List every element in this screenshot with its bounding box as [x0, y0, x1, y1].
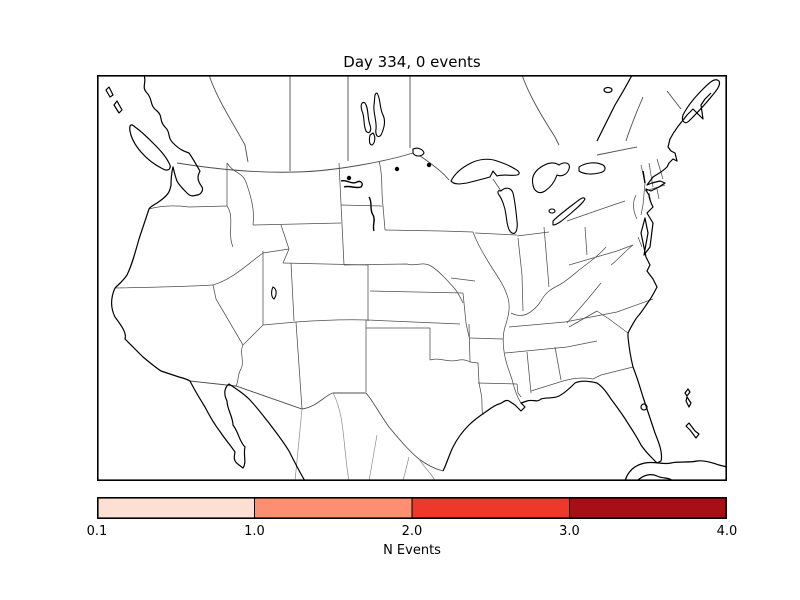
map-background	[97, 75, 727, 481]
coastlines	[105, 75, 727, 481]
colorbar-segment-3	[412, 497, 570, 519]
colorbar-dividers	[254, 497, 570, 519]
colorbar-tick-1: 1.0	[244, 524, 265, 539]
colorbar-border	[97, 497, 728, 519]
colorbar-tick-4: 4.0	[716, 524, 738, 539]
colorbar-tick-2: 2.0	[401, 524, 423, 539]
state-borders	[114, 158, 666, 416]
colorbar-axis-label: N Events	[383, 543, 441, 558]
colorbar-tick-3: 3.0	[559, 524, 580, 539]
map-frame	[97, 75, 727, 481]
lakes	[271, 92, 606, 300]
plot-title: Day 334, 0 events	[343, 53, 481, 71]
map-svg	[97, 75, 727, 481]
mexico-state-borders	[294, 392, 436, 481]
country-borders	[176, 75, 682, 472]
colorbar-segment-2	[254, 497, 412, 519]
colorbar-segment-1	[97, 497, 255, 519]
colorbar-tick-0: 0.1	[86, 524, 108, 539]
map-plot	[97, 75, 727, 481]
reservoirs	[340, 162, 646, 232]
colorbar-segment-4	[569, 497, 727, 519]
colorbar	[97, 497, 728, 519]
